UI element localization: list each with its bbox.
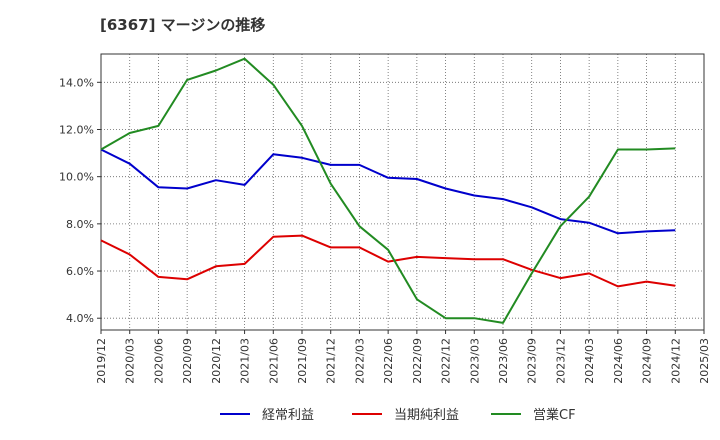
- x-tick-label: 2021/09: [296, 338, 309, 384]
- x-tick-label: 2024/03: [583, 338, 596, 384]
- x-tick-label: 2020/12: [210, 338, 223, 384]
- y-tick-label: 14.0%: [59, 76, 94, 89]
- x-tick-label: 2020/06: [152, 338, 165, 384]
- x-tick-label: 2021/06: [267, 338, 280, 384]
- legend-label-2: 営業CF: [533, 407, 576, 423]
- series-line-0: [100, 148, 676, 235]
- y-tick-label: 10.0%: [59, 171, 94, 184]
- legend-label-0: 経常利益: [262, 408, 314, 423]
- plot-frame: [100, 53, 705, 331]
- grid: [100, 54, 705, 330]
- x-tick-label: 2022/06: [382, 338, 395, 384]
- x-tick-label: 2022/03: [353, 338, 366, 384]
- y-tick-label: 6.0%: [66, 265, 94, 278]
- y-tick-label: 8.0%: [66, 218, 94, 231]
- x-tick-label: 2020/09: [181, 338, 194, 384]
- x-tick-label: 2024/06: [612, 338, 625, 384]
- series-lines: [100, 57, 676, 324]
- x-tick-label: 2021/12: [325, 338, 338, 384]
- series-line-2: [100, 57, 676, 324]
- legend-label-1: 当期純利益: [394, 408, 459, 423]
- x-tick-label: 2024/09: [641, 338, 654, 384]
- x-tick-label: 2023/03: [468, 338, 481, 384]
- y-tick-label: 12.0%: [59, 123, 94, 136]
- x-tick-label: 2024/12: [669, 338, 682, 384]
- y-tick-label: 4.0%: [66, 312, 94, 325]
- x-tick-label: 2021/03: [239, 338, 252, 384]
- x-tick-label: 2022/09: [411, 338, 424, 384]
- chart-title: [6367] マージンの推移: [100, 16, 266, 34]
- legend: 経常利益 当期純利益 営業CF: [220, 407, 576, 423]
- x-tick-label: 2025/03: [698, 338, 711, 384]
- x-tick-label: 2019/12: [95, 338, 108, 384]
- ticks: 2019/12 2020/03 2020/06 2020/09 2020/12 2021/…: [59, 76, 711, 383]
- x-tick-label: 2020/03: [124, 338, 137, 384]
- x-tick-label: 2023/12: [554, 338, 567, 384]
- x-tick-label: 2023/09: [526, 338, 539, 384]
- x-tick-label: 2022/12: [440, 338, 453, 384]
- x-tick-label: 2023/06: [497, 338, 510, 384]
- series-line-1: [100, 234, 676, 288]
